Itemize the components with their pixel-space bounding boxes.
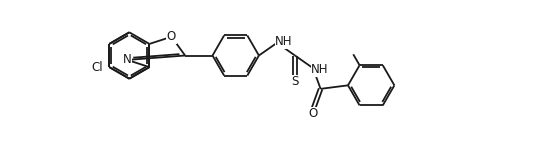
Text: NH: NH (275, 35, 293, 48)
Text: NH: NH (311, 63, 329, 76)
Text: S: S (291, 75, 299, 88)
Text: Cl: Cl (91, 61, 103, 74)
Text: O: O (308, 107, 318, 120)
Text: N: N (123, 54, 132, 66)
Text: O: O (167, 30, 176, 43)
